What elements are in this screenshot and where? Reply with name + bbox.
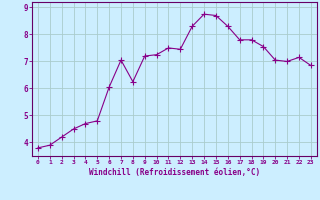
X-axis label: Windchill (Refroidissement éolien,°C): Windchill (Refroidissement éolien,°C) [89, 168, 260, 177]
